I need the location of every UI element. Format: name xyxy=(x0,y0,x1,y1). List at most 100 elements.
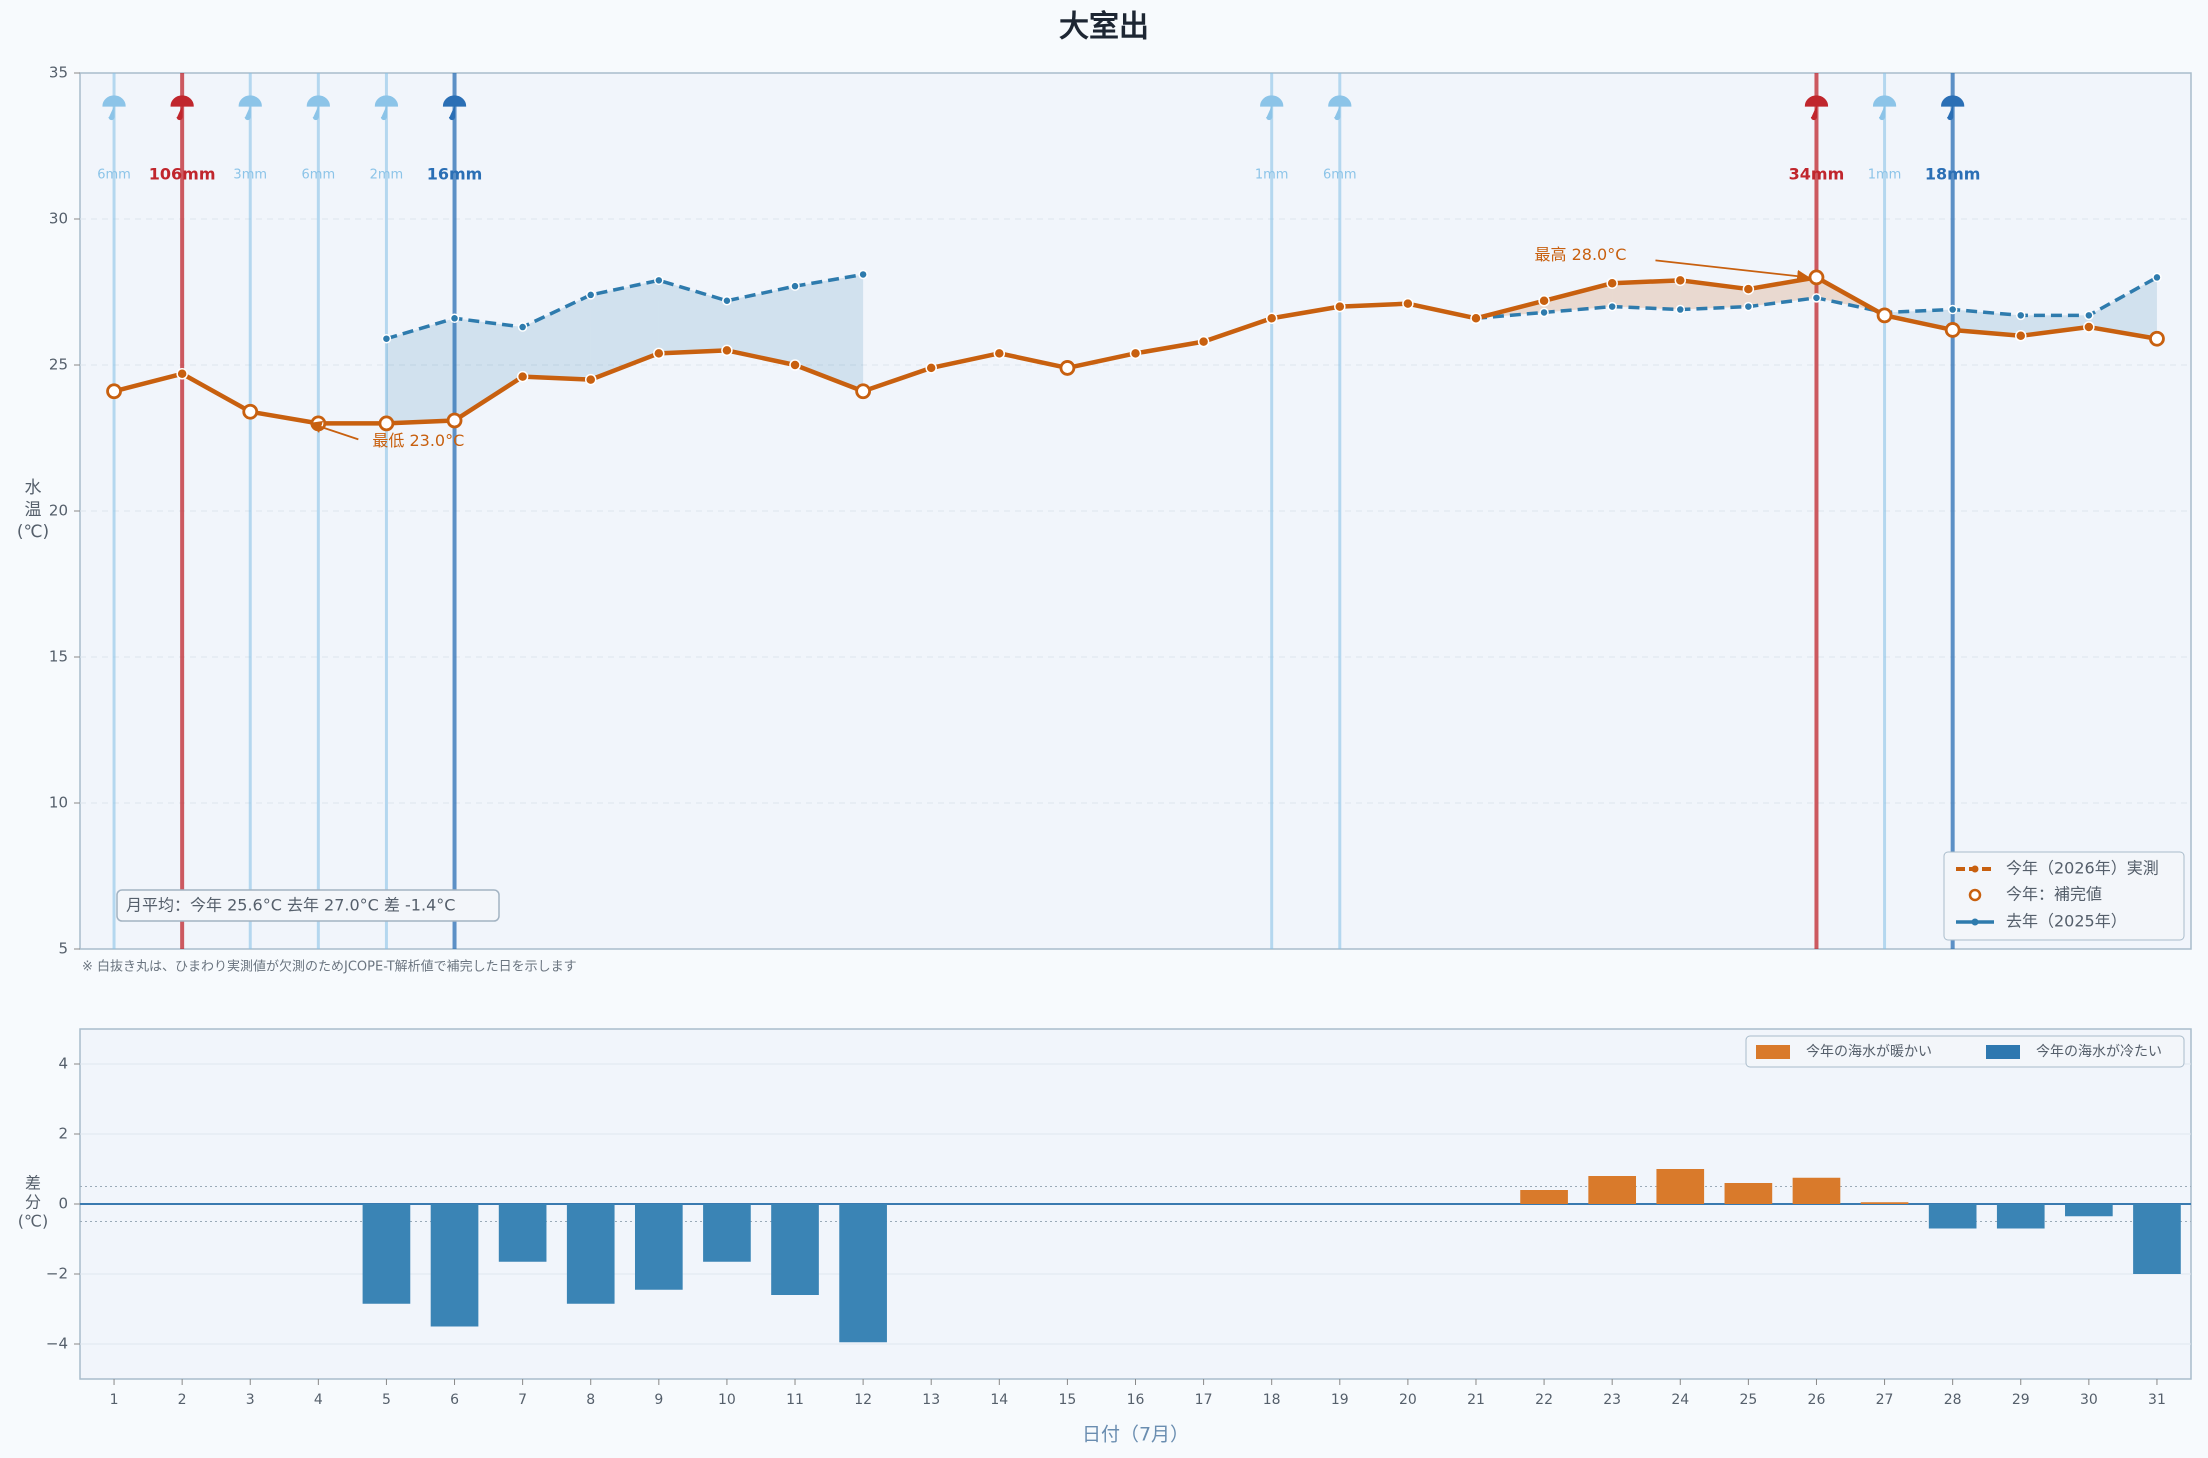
rain-label: 2mm xyxy=(370,168,404,183)
y-tick-label: 0 xyxy=(58,1195,68,1213)
point xyxy=(1606,277,1618,289)
y-axis-label: (℃) xyxy=(17,522,49,542)
x-tick-label: 28 xyxy=(1944,1392,1962,1408)
rain-label: 6mm xyxy=(302,168,336,183)
bar xyxy=(1996,1204,2045,1229)
bar xyxy=(2065,1204,2113,1217)
point xyxy=(654,275,664,286)
y-tick-label: 30 xyxy=(49,210,68,228)
point xyxy=(516,370,529,383)
x-tick-label: 14 xyxy=(990,1392,1008,1408)
difference-band xyxy=(2088,277,2157,339)
difference-band xyxy=(590,280,659,380)
x-tick-label: 21 xyxy=(1467,1392,1485,1408)
y-axis-label: 差 xyxy=(25,1174,41,1193)
y-axis-label: 分 xyxy=(25,1193,41,1212)
difference-band xyxy=(386,318,455,424)
bar xyxy=(771,1204,819,1295)
point xyxy=(2083,321,2095,333)
x-tick-label: 18 xyxy=(1263,1392,1281,1408)
imputed-point xyxy=(1944,322,1961,338)
imputed-point xyxy=(2149,330,2165,347)
umbrella-icon xyxy=(1328,95,1352,121)
difference-band xyxy=(522,294,591,380)
legend-label: 去年（2025年） xyxy=(2006,912,2127,931)
point xyxy=(449,313,460,324)
difference-band xyxy=(1544,283,1613,313)
point xyxy=(517,322,528,332)
y-tick-label: −4 xyxy=(46,1335,68,1353)
point xyxy=(2084,310,2094,321)
bar xyxy=(2133,1204,2181,1274)
point xyxy=(1743,301,1754,312)
imputed-point xyxy=(1808,269,1825,286)
legend-label: 今年の海水が暖かい xyxy=(1806,1044,1932,1060)
y-axis-label: 温 xyxy=(25,500,42,520)
rain-label: 18mm xyxy=(1925,165,1981,184)
umbrella-icon xyxy=(1941,95,1965,121)
x-tick-label: 3 xyxy=(246,1392,255,1408)
legend-swatch xyxy=(1968,888,1982,902)
point xyxy=(1811,293,1822,303)
x-tick-label: 12 xyxy=(854,1392,872,1408)
x-tick-label: 30 xyxy=(2080,1392,2098,1408)
x-tick-label: 6 xyxy=(450,1392,459,1408)
point xyxy=(1675,304,1686,315)
point xyxy=(2016,310,2026,321)
point xyxy=(1539,307,1549,318)
x-tick-label: 27 xyxy=(1876,1392,1894,1408)
rain-label: 3mm xyxy=(233,168,267,183)
annotation-arrow xyxy=(1655,259,1810,283)
difference-band xyxy=(726,286,796,365)
point xyxy=(1402,297,1414,310)
bar xyxy=(1724,1183,1773,1204)
y-tick-label: 25 xyxy=(49,356,68,374)
legend-box xyxy=(1943,851,2185,941)
point xyxy=(2152,272,2162,283)
x-tick-label: 15 xyxy=(1058,1392,1076,1408)
y-tick-label: 4 xyxy=(58,1055,68,1073)
legend-swatch xyxy=(1971,865,1979,873)
imputed-point xyxy=(1059,360,1076,376)
chart-title: 大室出 xyxy=(1059,10,1149,45)
difference-band xyxy=(658,280,727,354)
x-axis-label: 日付（7月） xyxy=(1082,1424,1189,1446)
bar xyxy=(1520,1190,1568,1204)
point xyxy=(1674,274,1687,287)
point xyxy=(721,344,733,357)
x-tick-label: 24 xyxy=(1671,1392,1689,1408)
umbrella-icon xyxy=(306,95,330,121)
y-tick-label: 15 xyxy=(49,648,68,666)
umbrella-icon xyxy=(442,95,467,121)
bar xyxy=(703,1204,751,1262)
annotation-arrow xyxy=(309,421,359,441)
plot-area xyxy=(79,72,2192,950)
x-tick-label: 9 xyxy=(654,1392,663,1408)
rain-label: 1mm xyxy=(1868,168,1902,183)
point xyxy=(1742,283,1755,295)
umbrella-icon xyxy=(374,95,399,121)
point xyxy=(1265,312,1278,325)
point xyxy=(790,281,800,291)
summary-box xyxy=(116,889,500,922)
umbrella-icon xyxy=(102,95,126,121)
bar xyxy=(1928,1204,1977,1229)
x-tick-label: 2 xyxy=(178,1392,187,1408)
point xyxy=(653,347,665,360)
legend-label: 今年：補完値 xyxy=(2006,885,2102,904)
y-tick-label: 5 xyxy=(58,940,68,958)
x-tick-label: 20 xyxy=(1399,1392,1417,1408)
rain-label: 106mm xyxy=(149,165,216,184)
point xyxy=(1947,304,1958,315)
umbrella-icon xyxy=(1804,95,1829,121)
legend-label: 今年の海水が冷たい xyxy=(2036,1044,2162,1060)
rain-label: 1mm xyxy=(1255,168,1289,183)
difference-band xyxy=(1612,280,1681,310)
umbrella-icon xyxy=(1260,95,1284,121)
x-tick-label: 25 xyxy=(1739,1392,1757,1408)
annotation: 最高 28.0°C xyxy=(1535,245,1627,264)
point xyxy=(1129,347,1142,360)
y-axis-label: 水 xyxy=(25,478,42,498)
point xyxy=(585,290,596,300)
